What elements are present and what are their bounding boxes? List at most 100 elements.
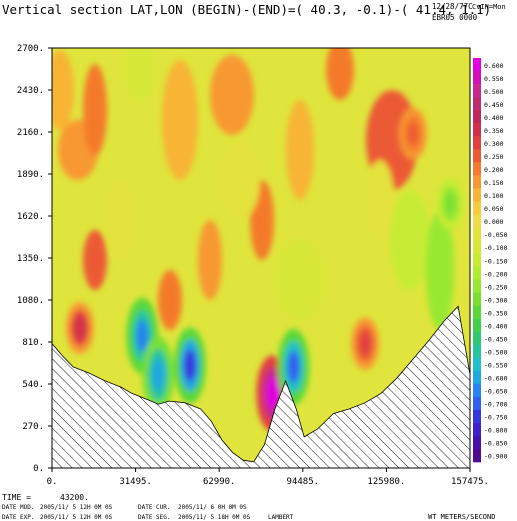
colorbar-label: -0.600 — [484, 375, 508, 383]
field-patch — [286, 100, 314, 200]
colorbar-swatch — [473, 422, 481, 437]
time-label: TIME = — [2, 493, 31, 502]
field-patch — [124, 48, 156, 100]
field-patch — [83, 64, 107, 156]
colorbar-label: -0.350 — [484, 309, 508, 317]
colorbar-label: 0.600 — [484, 62, 504, 70]
date-mod-value: 2005/11/ 5 12H 0M 0S — [40, 504, 113, 511]
projection-label: LAMBERT — [268, 514, 294, 521]
colorbar-label: -0.300 — [484, 296, 508, 304]
y-axis: 0. 270. 540. 810. 1080. 1350. 1620. 1890. 2160. 2… — [17, 44, 52, 474]
colorbar-swatch — [473, 370, 481, 385]
y-tick-label: 1350. — [17, 254, 44, 264]
colorbar-swatch — [473, 97, 481, 111]
colorbar-label: -0.200 — [484, 270, 508, 278]
colorbar-label: -0.450 — [484, 335, 508, 343]
date-seg-label: DATE SEG. — [138, 514, 171, 521]
colorbar-label: 0.500 — [484, 88, 504, 96]
field-patch — [426, 210, 454, 330]
colorbar-label: -0.650 — [484, 388, 508, 396]
y-tick-label: 2700. — [17, 44, 44, 54]
field-patch — [390, 190, 430, 290]
colorbar-swatch — [473, 409, 481, 424]
y-tick-label: 810. — [22, 338, 44, 348]
feature-core — [184, 349, 197, 382]
chart-title: Vertical section LAT,LON (BEGIN)-(END)=(… — [2, 2, 491, 17]
colorbar-label: 0.200 — [484, 166, 504, 174]
colorbar-label: 0.550 — [484, 75, 504, 83]
colorbar-label: -0.250 — [484, 283, 508, 291]
colorbar-swatch — [473, 318, 481, 332]
colorbar-swatch — [473, 214, 481, 228]
feature-core — [74, 317, 85, 339]
field-patch — [366, 160, 394, 240]
colorbar-swatch — [473, 84, 481, 98]
colorbar-swatch — [473, 266, 481, 280]
colorbar-swatch — [473, 396, 481, 411]
x-tick-label: 157475. — [451, 477, 489, 487]
feature-core — [266, 377, 279, 410]
colorbar-label: 0.300 — [484, 140, 504, 148]
colorbar-swatch — [473, 136, 481, 150]
plot-area — [52, 48, 470, 468]
colorbar-swatch — [473, 71, 481, 85]
feature-core — [136, 319, 149, 352]
colorbar-label: 0.000 — [484, 218, 504, 226]
date-cur-value: 2005/11/ 6 0H 0M 0S — [178, 504, 247, 511]
date-code: 12/28/77C — [432, 2, 473, 11]
run-id: EBR05 0000 — [432, 13, 478, 22]
feature-core — [360, 332, 371, 355]
y-tick-label: 540. — [22, 380, 44, 390]
field-patch — [210, 55, 254, 135]
colorbar-label: -0.100 — [484, 244, 508, 252]
colorbar-swatch — [473, 162, 481, 176]
field-patch — [158, 270, 182, 330]
date-seg-value: 2005/11/ 5 18H 0M 0S — [178, 514, 251, 521]
y-tick-label: 270. — [22, 422, 44, 432]
colorbar-swatch — [473, 110, 481, 124]
colorbar-swatch — [473, 123, 481, 137]
feature-core — [152, 358, 165, 391]
field-patch — [220, 140, 260, 220]
x-tick-label: 94485. — [287, 477, 320, 487]
colorbar-label: -0.550 — [484, 362, 508, 370]
y-tick-label: 2160. — [17, 128, 44, 138]
field-patch — [326, 48, 354, 100]
colorbar-label: -0.850 — [484, 440, 508, 448]
colorbar-swatch — [473, 331, 481, 346]
colorbar-label: 0.250 — [484, 153, 504, 161]
field-patch — [106, 180, 134, 260]
colorbar-label: -0.400 — [484, 322, 508, 330]
x-tick-label: 62990. — [203, 477, 236, 487]
colorbar-swatch — [473, 253, 481, 267]
date-exp-label: DATE EXP. — [2, 514, 35, 521]
colorbar-swatch — [473, 383, 481, 398]
colorbar-swatch — [473, 292, 481, 306]
colorbar-swatch — [473, 279, 481, 293]
colorbar-label: 0.400 — [484, 114, 504, 122]
colorbar-label: -0.900 — [484, 453, 508, 461]
date-mod-label: DATE MOD. — [2, 504, 35, 511]
y-tick-label: 1080. — [17, 296, 44, 306]
colorbar-swatch — [473, 201, 481, 215]
colorbar-label: -0.500 — [484, 348, 508, 356]
time-value: 43200. — [60, 493, 89, 502]
colorbar-label: -0.750 — [484, 414, 508, 422]
x-tick-label: 0. — [47, 477, 58, 487]
colorbar-swatch — [473, 188, 481, 202]
field-patch — [198, 220, 222, 300]
colorbar-label: 0.450 — [484, 101, 504, 109]
mode-label: CvIH=Mon — [472, 3, 506, 11]
terrain-hatch-pattern — [52, 306, 470, 468]
colorbar-swatch — [473, 448, 481, 463]
colorbar-swatch — [473, 240, 481, 254]
x-tick-label: 125980. — [367, 477, 405, 487]
field-patch — [83, 230, 107, 290]
y-tick-label: 1620. — [17, 212, 44, 222]
velocity-field — [52, 48, 465, 432]
colorbar-swatch — [473, 149, 481, 163]
colorbar-swatch — [473, 227, 481, 241]
colorbar-label: -0.700 — [484, 401, 508, 409]
colorbar-swatch — [473, 58, 481, 72]
x-axis: 0. 31495. 62990. 94485. 125980. 157475. — [47, 468, 489, 487]
